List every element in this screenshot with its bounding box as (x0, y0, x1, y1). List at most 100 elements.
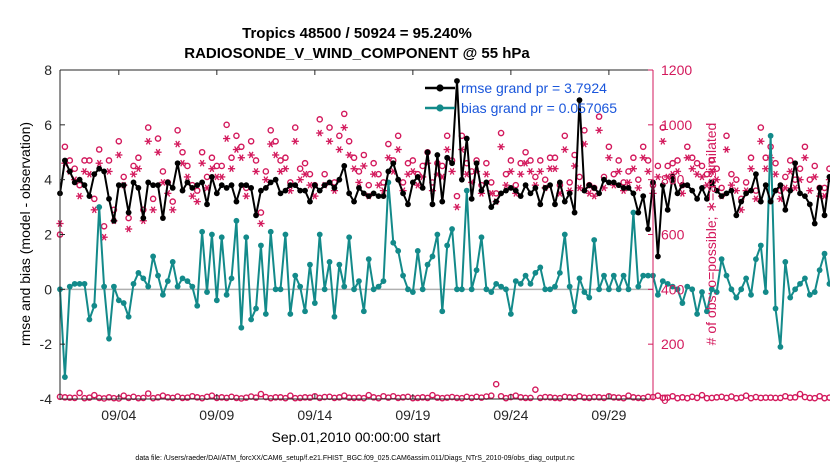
rmse-point (806, 201, 813, 208)
obs-assimilated-marker (595, 126, 603, 134)
obs-assimilated-marker (174, 140, 182, 148)
rmse-point (414, 174, 421, 180)
rmse-point (777, 182, 784, 189)
bias-point (341, 283, 348, 290)
star-stroke (488, 189, 494, 197)
obs-assimilated-marker (502, 181, 510, 189)
bias-point (762, 289, 769, 295)
rmse-point (336, 176, 343, 183)
bias-point (233, 217, 240, 224)
obs-assimilated-marker (134, 165, 143, 173)
rmse-point (233, 198, 240, 205)
star-stroke (376, 181, 381, 189)
rmse-point (429, 201, 436, 208)
star-stroke (449, 167, 455, 175)
legend-marker-1 (436, 104, 444, 112)
rmse-point (262, 184, 269, 191)
star-stroke (395, 146, 401, 153)
rmse-point (96, 165, 103, 172)
obs-possible-marker (483, 159, 490, 167)
obs-assimilated-marker (781, 184, 789, 192)
bias-point (145, 283, 152, 290)
obs-assimilated-marker (223, 135, 231, 142)
star-stroke (631, 165, 636, 173)
obs-possible-marker (370, 159, 377, 167)
y-right-tick-label: 200 (661, 336, 685, 352)
obs-assimilated-marker (335, 146, 343, 153)
rmse-point (164, 179, 171, 186)
star-stroke (562, 146, 568, 153)
star-stroke (454, 203, 460, 211)
rmse-point (277, 190, 284, 197)
obs-low-possible-marker (532, 386, 539, 393)
bias-point (213, 297, 220, 304)
bias-point (346, 234, 353, 241)
obs-possible-marker (340, 110, 348, 118)
bias-point (713, 289, 720, 295)
obs-assimilated-marker (252, 167, 260, 175)
bias-point (199, 228, 206, 235)
bias-point (610, 272, 617, 279)
star-stroke (464, 170, 470, 178)
rmse-point (155, 182, 161, 189)
star-stroke (729, 181, 734, 189)
bias-point (316, 231, 323, 238)
bias-point (160, 291, 166, 298)
rmse-point (537, 201, 544, 208)
rmse-point (135, 184, 142, 191)
rmse-point (767, 198, 774, 205)
obs-low-possible-marker (698, 391, 706, 399)
obs-possible-marker (728, 170, 735, 178)
bias-point (454, 286, 460, 293)
rmse-point (728, 187, 735, 194)
rmse-point (620, 184, 627, 191)
obs-assimilated-marker (301, 170, 309, 178)
obs-assimilated-marker (281, 165, 290, 173)
star-stroke (106, 167, 112, 175)
rmse-point (272, 176, 279, 183)
bias-point (821, 250, 828, 257)
rmse-point (223, 184, 230, 191)
rmse-point (331, 184, 338, 191)
rmse-point (552, 201, 558, 208)
bias-point (733, 294, 740, 301)
rmse-point (454, 78, 460, 84)
rmse-point (115, 182, 122, 189)
obs-assimilated-marker (316, 129, 324, 137)
bias-point (140, 275, 147, 282)
obs-possible-marker (321, 170, 328, 178)
obs-assimilated-marker (654, 173, 662, 181)
obs-low-possible-marker (76, 389, 83, 397)
obs-assimilated-marker (585, 189, 593, 197)
y-left-tick-label: 8 (44, 62, 52, 78)
rmse-point (194, 182, 201, 189)
obs-possible-marker (536, 157, 544, 164)
bias-point (238, 324, 245, 331)
bias-point (81, 280, 88, 287)
bias-point (444, 242, 451, 249)
star-stroke (307, 181, 313, 189)
star-stroke (665, 173, 671, 181)
obs-possible-marker (532, 173, 539, 181)
bias-point (512, 278, 519, 285)
bias-point (267, 228, 274, 235)
rmse-point (267, 179, 274, 186)
obs-assimilated-marker (414, 181, 422, 189)
rmse-point (792, 160, 799, 167)
bias-point (218, 234, 225, 241)
chart-title-line2: RADIOSONDE_V_WIND_COMPONENT @ 55 hPa (184, 45, 530, 62)
star-stroke (699, 173, 705, 181)
data-file-footnote: data file: /Users/raeder/DAI/ATM_forcXX/… (135, 455, 575, 462)
obs-assimilated-marker (644, 167, 652, 175)
rmse-point (130, 179, 137, 186)
bias-point (272, 286, 279, 293)
bias-point (674, 286, 681, 293)
star-stroke (733, 187, 739, 195)
obs-possible-marker (326, 124, 333, 131)
obs-assimilated-marker (507, 167, 515, 175)
bias-point (493, 280, 500, 287)
bias-point (96, 204, 103, 210)
rmse-point (390, 160, 397, 167)
bias-point (253, 305, 259, 312)
obs-possible-marker (659, 124, 667, 131)
